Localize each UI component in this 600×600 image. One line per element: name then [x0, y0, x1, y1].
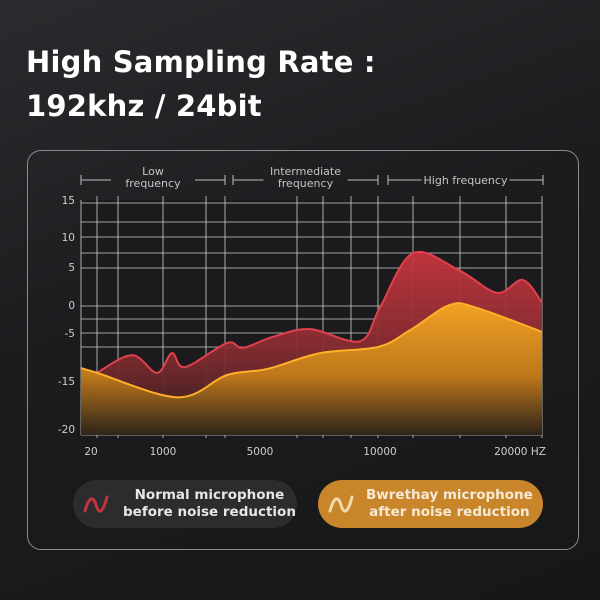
legend-bwrethay-line2: after noise reduction: [369, 504, 530, 520]
y-tick-label: 10: [62, 232, 75, 244]
y-tick-label: 15: [62, 195, 75, 207]
region-label: frequency: [278, 177, 334, 190]
legend-normal: Normal microphone before noise reduction: [73, 480, 297, 528]
legend-bwrethay: Bwrethay microphone after noise reductio…: [318, 480, 543, 528]
x-tick-label: 5000: [247, 446, 274, 458]
series-line-normal: [96, 250, 543, 374]
legend-bwrethay-line1: Bwrethay microphone: [366, 487, 533, 503]
x-tick-label: 20: [84, 446, 97, 458]
y-tick-label: 5: [68, 262, 75, 274]
y-tick-label: -20: [58, 424, 75, 436]
title-line-1: High Sampling Rate :: [26, 45, 376, 79]
sine-wave-icon: [328, 495, 354, 513]
chart-card: [27, 150, 579, 550]
legend-normal-line1: Normal microphone: [134, 487, 285, 503]
region-label: Intermediate: [270, 165, 341, 178]
series-area-bwrethay: [81, 303, 542, 435]
series-line-bwrethay: [80, 302, 543, 399]
x-tick-label: 1000: [150, 446, 177, 458]
legend-normal-line2: before noise reduction: [123, 504, 296, 520]
region-label: Low: [142, 165, 164, 178]
page-title: High Sampling Rate : 192khz / 24bit: [26, 40, 376, 128]
series-areas: [80, 250, 543, 435]
x-axis: 20 1000 5000 10000 20000 HZ: [84, 446, 546, 458]
region-label: frequency: [125, 177, 181, 190]
y-axis: 15 10 5 0 -5 -15 -20: [58, 195, 75, 436]
y-tick-label: 0: [68, 300, 75, 312]
region-high: High frequency: [387, 174, 544, 187]
sine-wave-icon: [83, 495, 109, 513]
x-tick-label: 10000: [363, 446, 396, 458]
y-tick-label: -5: [65, 328, 75, 340]
x-tick-label: 20000 HZ: [494, 446, 546, 458]
y-tick-label: -15: [58, 376, 75, 388]
title-line-2: 192khz / 24bit: [26, 89, 262, 123]
region-label: High frequency: [424, 174, 508, 187]
